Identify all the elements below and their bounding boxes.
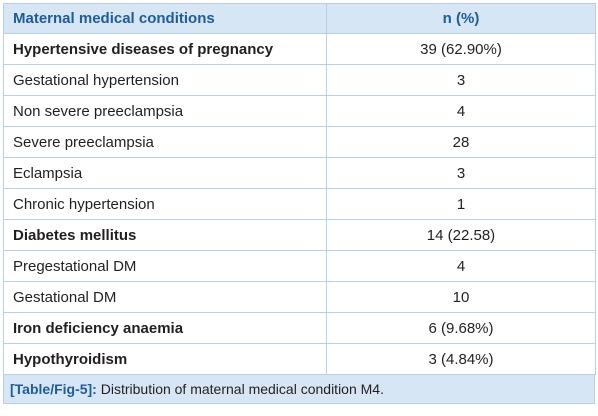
table-caption: [Table/Fig-5]: Distribution of maternal … [3, 375, 595, 404]
row-condition-label: Gestational DM [3, 281, 327, 313]
row-count-value: 1 [326, 188, 596, 220]
row-condition-label: Iron deficiency anaemia [3, 312, 327, 344]
table-row: Non severe preeclampsia 4 [3, 95, 596, 127]
table-row: Chronic hypertension 1 [3, 188, 596, 220]
row-condition-label: Non severe preeclampsia [3, 95, 327, 127]
caption-text: Distribution of maternal medical conditi… [96, 381, 384, 397]
table-row: Iron deficiency anaemia 6 (9.68%) [3, 312, 596, 344]
table-row: Severe preeclampsia 28 [3, 126, 596, 158]
row-count-value: 6 (9.68%) [326, 312, 596, 344]
row-condition-label: Diabetes mellitus [3, 219, 327, 251]
maternal-conditions-table: Maternal medical conditions n (%) Hypert… [3, 3, 596, 375]
row-count-value: 10 [326, 281, 596, 313]
row-count-value: 3 (4.84%) [326, 343, 596, 375]
table-row: Gestational DM 10 [3, 281, 596, 313]
table-row: Pregestational DM 4 [3, 250, 596, 282]
column-header-count: n (%) [326, 3, 596, 34]
row-count-value: 4 [326, 250, 596, 282]
table-figure: Maternal medical conditions n (%) Hypert… [3, 3, 596, 413]
caption-tag: [Table/Fig-5]: [10, 381, 97, 397]
column-header-condition: Maternal medical conditions [3, 3, 327, 34]
row-condition-label: Hypothyroidism [3, 343, 327, 375]
table-row: Diabetes mellitus 14 (22.58) [3, 219, 596, 251]
row-count-value: 3 [326, 64, 596, 96]
table-row: Eclampsia 3 [3, 157, 596, 189]
table-header-row: Maternal medical conditions n (%) [3, 3, 596, 34]
row-condition-label: Gestational hypertension [3, 64, 327, 96]
row-count-value: 39 (62.90%) [326, 33, 596, 65]
row-condition-label: Eclampsia [3, 157, 327, 189]
row-count-value: 28 [326, 126, 596, 158]
row-condition-label: Hypertensive diseases of pregnancy [3, 33, 327, 65]
row-count-value: 3 [326, 157, 596, 189]
table-row: Hypertensive diseases of pregnancy 39 (62… [3, 33, 596, 65]
table-body: Hypertensive diseases of pregnancy 39 (62… [3, 33, 596, 375]
row-condition-label: Chronic hypertension [3, 188, 327, 220]
row-condition-label: Severe preeclampsia [3, 126, 327, 158]
table-row: Hypothyroidism 3 (4.84%) [3, 343, 596, 375]
table-row: Gestational hypertension 3 [3, 64, 596, 96]
row-condition-label: Pregestational DM [3, 250, 327, 282]
row-count-value: 4 [326, 95, 596, 127]
row-count-value: 14 (22.58) [326, 219, 596, 251]
